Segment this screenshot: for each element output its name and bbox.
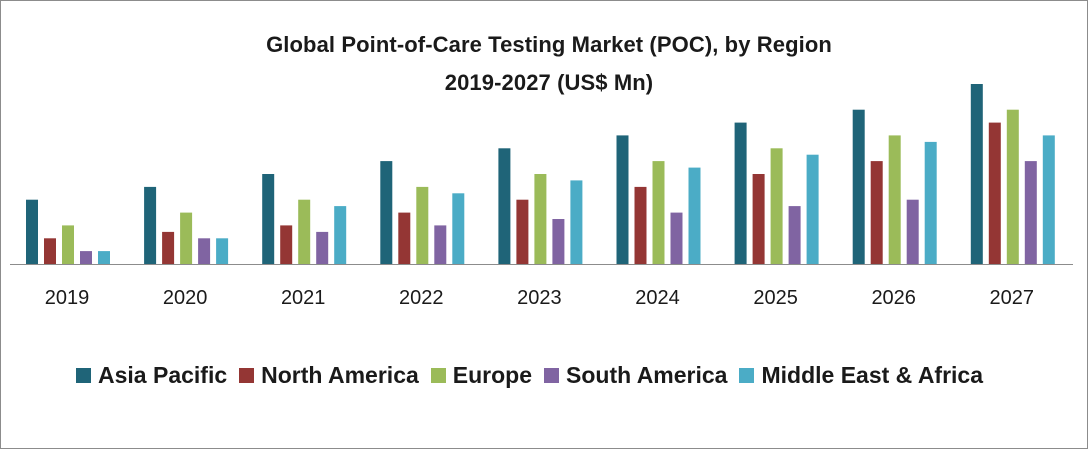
- legend-label: South America: [566, 362, 728, 388]
- legend-label: Asia Pacific: [98, 362, 228, 388]
- bar-north-america-2025: [752, 174, 765, 264]
- bar-middle-east-africa-2026: [924, 141, 937, 264]
- x-tick-label: 2023: [517, 287, 562, 309]
- legend-item: North America: [239, 362, 419, 389]
- bar-middle-east-africa-2022: [452, 193, 465, 264]
- bar-middle-east-africa-2023: [570, 180, 583, 264]
- bar-europe-2026: [888, 135, 901, 264]
- bar-south-america-2019: [80, 251, 92, 264]
- bar-middle-east-africa-2021: [334, 206, 347, 264]
- bar-asia-pacific-2026: [852, 109, 865, 264]
- x-tick-label: 2026: [871, 287, 916, 309]
- bar-south-america-2027: [1024, 161, 1037, 264]
- bar-north-america-2021: [280, 225, 293, 264]
- bar-europe-2023: [534, 174, 547, 264]
- x-tick-label: 2022: [399, 287, 444, 309]
- legend-swatch: [739, 368, 755, 383]
- bar-asia-pacific-2019: [26, 199, 38, 264]
- bar-north-america-2019: [44, 238, 56, 264]
- bar-asia-pacific-2020: [144, 186, 157, 264]
- x-tick-label: 2025: [753, 287, 798, 309]
- legend-swatch: [76, 368, 91, 383]
- legend-swatch: [544, 368, 560, 383]
- bar-europe-2024: [652, 161, 665, 264]
- legend-label: Europe: [452, 362, 533, 388]
- legend-item: Middle East & Africa: [739, 362, 983, 389]
- bar-middle-east-africa-2024: [688, 167, 701, 264]
- bar-north-america-2020: [162, 231, 175, 264]
- legend-item: South America: [544, 362, 727, 389]
- bar-asia-pacific-2021: [262, 174, 275, 264]
- x-tick-label: 2027: [990, 287, 1035, 309]
- bar-middle-east-africa-2019: [98, 251, 110, 264]
- bar-north-america-2022: [398, 212, 411, 264]
- x-tick-label: 2024: [635, 287, 680, 309]
- legend-swatch: [430, 368, 446, 383]
- x-tick-label: 2019: [45, 287, 90, 309]
- bar-asia-pacific-2025: [734, 122, 747, 264]
- legend-item: Europe: [430, 362, 533, 389]
- x-tick-label: 2020: [163, 287, 208, 309]
- bar-south-america-2023: [552, 219, 565, 264]
- x-tick-label: 2021: [281, 287, 326, 309]
- bar-south-america-2024: [670, 212, 683, 264]
- bar-europe-2027: [1006, 109, 1019, 264]
- legend-item: Asia Pacific: [76, 362, 227, 389]
- bar-south-america-2020: [198, 238, 211, 264]
- bar-north-america-2023: [516, 199, 529, 264]
- bar-europe-2021: [298, 199, 311, 264]
- chart-subtitle: 2019-2027 (US$ Mn): [444, 70, 654, 95]
- legend-swatch: [239, 368, 255, 383]
- bar-south-america-2021: [316, 231, 329, 264]
- bar-europe-2025: [770, 148, 783, 264]
- bar-south-america-2026: [906, 199, 919, 264]
- bar-asia-pacific-2024: [616, 135, 629, 264]
- bar-north-america-2027: [988, 122, 1001, 264]
- bar-north-america-2024: [634, 186, 647, 264]
- bar-asia-pacific-2022: [380, 161, 393, 264]
- bar-south-america-2022: [434, 225, 447, 264]
- bar-europe-2020: [180, 212, 193, 264]
- bar-south-america-2025: [788, 206, 801, 264]
- bar-middle-east-africa-2027: [1042, 135, 1055, 264]
- chart-title: Global Point-of-Care Testing Market (POC…: [266, 32, 832, 57]
- bar-north-america-2026: [870, 161, 883, 264]
- bar-europe-2019: [62, 225, 74, 264]
- legend-label: North America: [261, 362, 419, 388]
- bar-europe-2022: [416, 186, 429, 264]
- bar-asia-pacific-2027: [970, 84, 983, 264]
- bar-middle-east-africa-2020: [216, 238, 229, 264]
- legend-label: Middle East & Africa: [761, 362, 984, 388]
- bar-asia-pacific-2023: [498, 148, 511, 264]
- chart-legend: Asia Pacific North America Europe South Ame…: [76, 362, 995, 389]
- bar-middle-east-africa-2025: [806, 154, 819, 264]
